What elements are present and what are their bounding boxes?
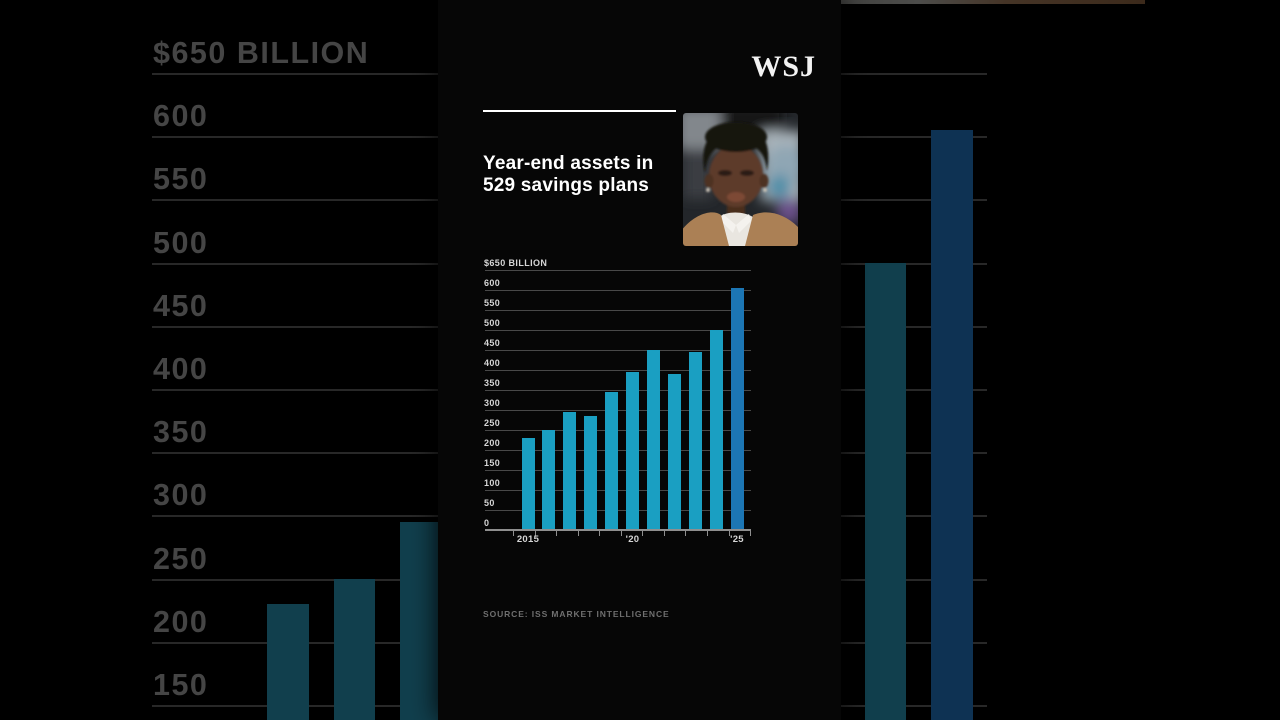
source-credit: SOURCE: ISS MARKET INTELLIGENCE <box>483 609 670 619</box>
y-axis-label: 300 <box>153 478 209 513</box>
bar-2025 <box>730 288 744 530</box>
y-axis-label: 300 <box>484 397 501 408</box>
bar-2016 <box>333 578 376 720</box>
y-axis-label: $650 BILLION <box>484 257 548 268</box>
grid-line <box>485 270 751 271</box>
y-axis-label: 250 <box>484 417 501 428</box>
y-axis-label: 550 <box>484 297 501 308</box>
bar-2015 <box>521 438 535 530</box>
grid-line <box>485 390 751 391</box>
x-axis-tick <box>663 531 665 536</box>
title-rule <box>483 110 676 112</box>
x-axis-line <box>485 529 751 531</box>
y-axis-label: $650 BILLION <box>153 36 370 70</box>
y-axis-label: 50 <box>484 497 495 508</box>
y-axis-label: 250 <box>153 541 209 576</box>
y-axis-label: 100 <box>484 477 501 488</box>
y-axis-label: 200 <box>153 604 209 639</box>
x-axis-tick <box>750 531 752 536</box>
y-axis-label: 500 <box>153 225 209 260</box>
bar-2024 <box>864 262 907 720</box>
x-axis-tick <box>685 531 687 536</box>
bar-2017 <box>400 521 442 720</box>
y-axis-label: 600 <box>484 277 501 288</box>
presenter-photo-image <box>683 113 798 246</box>
x-axis-label: '20 <box>625 534 640 545</box>
x-axis-label: 2015 <box>516 534 540 545</box>
y-axis-label: 450 <box>484 337 501 348</box>
bar-2025 <box>931 129 973 720</box>
bar-2015 <box>267 603 309 720</box>
grid-line <box>485 350 751 351</box>
y-axis-label: 450 <box>153 288 209 323</box>
y-axis-label: 350 <box>484 377 501 388</box>
chart-title-line2: 529 savings plans <box>483 174 650 196</box>
grid-line <box>485 370 751 371</box>
bar-2024 <box>709 330 723 530</box>
chart-title-line1: Year-end assets in <box>483 153 654 174</box>
bar-2018 <box>584 416 598 530</box>
y-axis-label: 550 <box>153 162 209 197</box>
x-axis-tick <box>599 531 601 536</box>
y-axis-label: 200 <box>484 437 501 448</box>
grid-line <box>485 310 751 311</box>
grid-line <box>485 330 751 331</box>
wsj-logo: WSJ <box>751 50 816 83</box>
bar-2019 <box>605 392 619 530</box>
y-axis-label: 500 <box>484 317 501 328</box>
y-axis-label: 400 <box>484 357 501 368</box>
bar-2017 <box>563 412 577 530</box>
grid-line <box>485 290 751 291</box>
y-axis-label: 150 <box>153 668 209 702</box>
x-axis-tick <box>728 531 730 536</box>
x-axis-tick <box>513 531 514 536</box>
presenter-photo <box>683 113 798 246</box>
bar-2022 <box>667 374 681 530</box>
x-axis-label: '25 <box>730 534 744 545</box>
y-axis-label: 150 <box>484 457 501 468</box>
y-axis-label: 600 <box>153 99 209 134</box>
x-axis-tick <box>620 531 622 536</box>
bar-2020 <box>626 372 639 530</box>
x-axis-tick <box>556 531 558 536</box>
y-axis-label: 0 <box>484 517 490 528</box>
x-axis-tick <box>534 531 536 536</box>
x-axis-tick <box>642 531 644 536</box>
y-axis-label: 400 <box>153 352 209 386</box>
bar-2021 <box>646 350 660 530</box>
x-axis-tick <box>577 531 579 536</box>
bar-2016 <box>542 430 556 530</box>
backdrop-photo-edge <box>780 0 1145 4</box>
x-axis-tick <box>706 531 708 536</box>
bar-2023 <box>688 352 702 530</box>
chart-title: Year-end assets in 529 savings plans <box>483 153 693 196</box>
y-axis-label: 350 <box>153 415 209 450</box>
